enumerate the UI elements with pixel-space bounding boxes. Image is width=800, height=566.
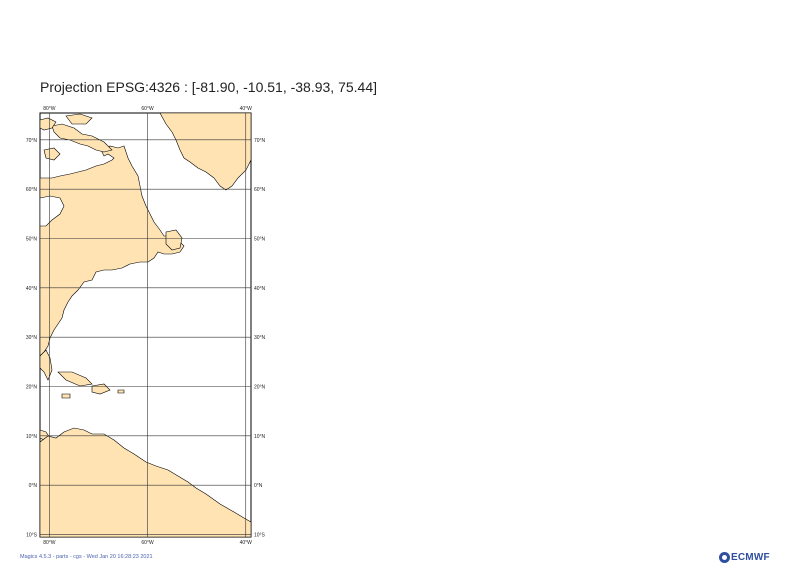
land-layer <box>39 112 252 538</box>
lat-tick-label-right: 70°N <box>254 138 266 144</box>
lon-tick-label-top: 60°W <box>141 106 154 112</box>
land-jamaica <box>61 393 71 399</box>
land-arctic-island-1 <box>39 117 57 131</box>
lat-tick-label-left: 10°S <box>26 532 38 538</box>
graticule <box>40 113 251 537</box>
ecmwf-logo: ECMWF <box>719 551 770 563</box>
land-south-america <box>39 427 252 538</box>
footer-credits: Magics 4.5.3 - parts - cgs - Wed Jan 20 … <box>20 554 153 560</box>
lat-tick-label-left: 20°N <box>26 384 38 390</box>
land-arctic-island-2 <box>65 113 93 125</box>
land-baffin-island <box>51 123 113 153</box>
lon-tick-label-top: 40°W <box>240 106 253 112</box>
lat-tick-label-right: 30°N <box>254 335 266 341</box>
land-greenland <box>159 112 252 191</box>
hudson-bay <box>39 195 65 227</box>
tick-labels: 80°W 80°W 60°W 60°W 40°W 40°W 70°N 70°N 60°N 60°N… <box>26 106 266 546</box>
lon-tick-label-bottom: 40°W <box>240 540 253 546</box>
lon-tick-label-top: 80°W <box>43 106 56 112</box>
lat-tick-label-right: 20°N <box>254 384 266 390</box>
lat-tick-label-left: 60°N <box>26 187 38 193</box>
lat-tick-label-right: 60°N <box>254 187 266 193</box>
lat-tick-label-left: 40°N <box>26 286 38 292</box>
lat-tick-label-right: 10°N <box>254 434 266 440</box>
lat-tick-label-left: 10°N <box>26 434 38 440</box>
land-puerto-rico <box>117 389 125 394</box>
land-arctic-island-3 <box>43 147 61 161</box>
land-florida <box>39 349 53 381</box>
ecmwf-logo-text: ECMWF <box>731 551 770 563</box>
lat-tick-label-right: 10°S <box>254 532 266 538</box>
lat-tick-label-left: 50°N <box>26 236 38 242</box>
lat-tick-label-left: 30°N <box>26 335 38 341</box>
ecmwf-logo-icon <box>719 551 730 563</box>
lat-tick-label-right: 0°N <box>254 483 263 489</box>
lon-tick-label-bottom: 60°W <box>141 540 154 546</box>
lon-tick-label-bottom: 80°W <box>43 540 56 546</box>
land-newfoundland <box>165 229 183 251</box>
land-cuba <box>57 371 93 387</box>
lat-tick-label-right: 50°N <box>254 236 266 242</box>
map-title: Projection EPSG:4326 : [-81.90, -10.51, … <box>40 79 377 95</box>
lat-tick-label-left: 0°N <box>29 483 38 489</box>
lat-tick-label-right: 40°N <box>254 286 266 292</box>
lat-tick-label-left: 70°N <box>26 138 38 144</box>
